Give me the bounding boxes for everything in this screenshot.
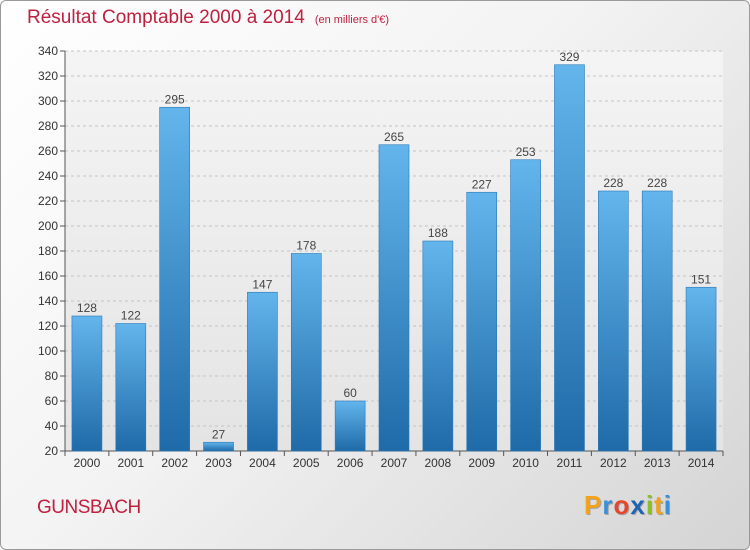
logo-letter: P [584, 490, 603, 520]
x-tick-label: 2007 [381, 456, 408, 470]
y-tick-label: 240 [38, 169, 58, 183]
x-tick-label: 2008 [425, 456, 452, 470]
bar-value-label: 27 [212, 427, 226, 441]
x-tick-label: 2004 [249, 456, 276, 470]
bar [466, 191, 498, 452]
x-tick-label: 2013 [644, 456, 671, 470]
bar [115, 323, 147, 452]
y-tick-label: 100 [38, 344, 58, 358]
x-tick-label: 2000 [74, 456, 101, 470]
y-tick-label: 260 [38, 144, 58, 158]
logo-letter: i [645, 490, 655, 520]
bar-value-label: 188 [428, 226, 448, 240]
x-tick-label: 2012 [600, 456, 627, 470]
y-tick-label: 280 [38, 119, 58, 133]
bar-value-label: 122 [121, 309, 141, 323]
bar [203, 441, 234, 452]
y-tick-label: 220 [38, 194, 58, 208]
y-tick-label: 80 [45, 369, 59, 383]
logo-letter: o [613, 490, 631, 520]
logo-letter: r [602, 490, 614, 520]
axes: 20 40 60 80 100 120 140 160 180 200 220 240 260 280 30… [38, 44, 724, 470]
chart-title: Résultat Comptable 2000 à 2014 (en millie… [27, 7, 389, 29]
bar [247, 291, 278, 452]
x-tick-label: 2010 [512, 456, 539, 470]
x-tick-label: 2002 [161, 456, 188, 470]
title-text: Résultat Comptable 2000 à 2014 [27, 7, 305, 28]
bar-value-label: 228 [647, 176, 667, 190]
y-tick-label: 200 [38, 219, 58, 233]
x-tick-label: 2003 [205, 456, 232, 470]
y-tick-label: 320 [38, 69, 58, 83]
bar [378, 144, 410, 452]
bar [334, 400, 366, 452]
bar-value-label: 128 [77, 301, 97, 315]
labels: 128 122 295 27 147 178 60 265 188 227 253 329 228 228… [77, 50, 711, 442]
x-tick-label: 2006 [337, 456, 364, 470]
bar [598, 190, 629, 452]
bar-value-label: 329 [559, 50, 579, 64]
bar-value-label: 265 [384, 130, 404, 144]
location-name: GUNSBACH [37, 497, 141, 518]
x-tick-label: 2014 [688, 456, 715, 470]
bar-value-label: 253 [516, 145, 536, 159]
bar-value-label: 147 [252, 277, 272, 291]
bar-value-label: 295 [165, 92, 185, 106]
bar-value-label: 60 [343, 386, 357, 400]
y-tick-label: 180 [38, 244, 58, 258]
y-tick-label: 300 [38, 94, 58, 108]
y-tick-label: 20 [45, 444, 59, 458]
title-unit: (en milliers d'€) [314, 14, 390, 26]
bar [510, 159, 541, 452]
y-tick-label: 340 [38, 44, 58, 58]
bar [290, 253, 322, 452]
bar [71, 315, 103, 452]
x-tick-label: 2001 [117, 456, 144, 470]
x-tick-label: 2009 [468, 456, 495, 470]
proxiti-logo: Proxiti [584, 490, 672, 521]
bar [641, 190, 673, 452]
logo-letter: x [630, 490, 646, 520]
bar-value-label: 178 [296, 239, 316, 253]
bar [159, 106, 190, 452]
logo-letter: t [654, 490, 664, 520]
bar [554, 64, 585, 452]
y-tick-label: 60 [45, 394, 59, 408]
x-tick-label: 2005 [293, 456, 320, 470]
bar-value-label: 227 [472, 177, 492, 191]
x-tick-label: 2011 [557, 456, 583, 470]
bar-value-label: 151 [691, 272, 711, 286]
y-tick-label: 40 [45, 419, 59, 433]
logo-letter: i [663, 490, 672, 520]
bars [71, 64, 717, 452]
y-tick-label: 140 [38, 294, 58, 308]
y-tick-label: 160 [38, 269, 58, 283]
bar-value-label: 228 [603, 176, 623, 190]
bar [685, 286, 717, 452]
y-tick-label: 120 [38, 319, 58, 333]
bar [422, 240, 454, 452]
